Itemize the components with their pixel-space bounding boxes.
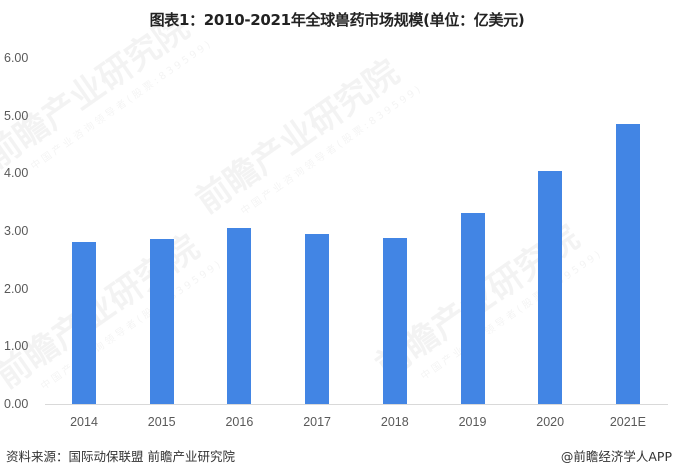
y-tick-label: 3.00: [4, 224, 29, 238]
bar-2021E: [615, 124, 640, 404]
x-tick-label: 2016: [225, 415, 254, 429]
y-tick-label: 2.00: [4, 281, 29, 296]
credit-note: @前瞻经济学人APP: [560, 449, 672, 464]
bar-2020: [538, 171, 563, 404]
y-tick-label: 5.00: [4, 108, 29, 123]
bar-2019: [460, 213, 485, 404]
y-tick-label: 1.00: [4, 339, 29, 354]
bar-2016: [227, 227, 252, 404]
chart-title: 图表1：2010-2021年全球兽药市场规模(单位：亿美元): [149, 11, 525, 29]
bar-2018: [382, 237, 407, 404]
x-tick-label: 2014: [70, 415, 98, 429]
source-note: 资料来源：国际动保联盟 前瞻产业研究院: [6, 449, 235, 464]
y-tick-label: 4.00: [4, 166, 29, 181]
x-axis-line: [45, 404, 668, 405]
x-tick-label: 2019: [458, 415, 487, 429]
bar-2014: [72, 241, 96, 404]
y-tick-label: 0.00: [4, 397, 29, 411]
x-tick-label: 2017: [303, 415, 331, 429]
y-tick-label: 6.00: [4, 51, 29, 65]
bar-2015: [149, 239, 174, 404]
bar-2017: [305, 233, 330, 404]
x-tick-label: 2020: [536, 415, 565, 429]
x-tick-label: 2015: [147, 415, 176, 429]
x-tick-label: 2018: [380, 415, 409, 429]
x-tick-label: 2021E: [609, 415, 646, 429]
